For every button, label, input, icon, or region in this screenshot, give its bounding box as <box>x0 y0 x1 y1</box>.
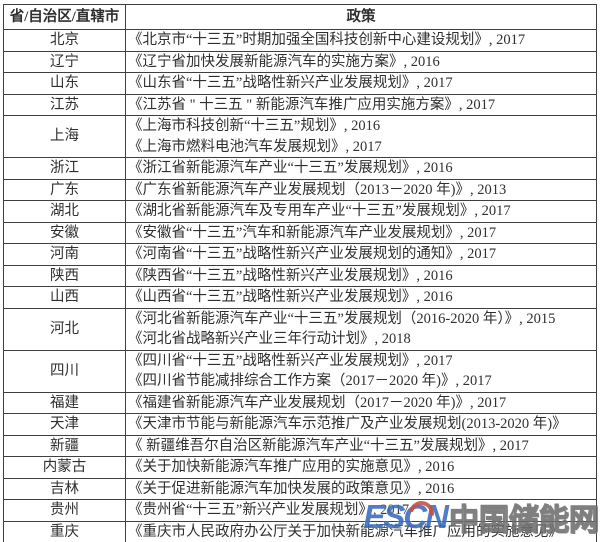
policy-line: 《江苏省 " 十三五 " 新能源汽车推广应用实施方案》, 2017 <box>128 96 496 113</box>
region-cell: 重庆 <box>3 520 126 542</box>
policy-cell: 《北京市“十三五”时期加强全国科技创新中心建设规划》, 2017 <box>125 29 597 52</box>
table-row: 福建 《福建省新能源汽车产业发展规划（2017－2020 年)》, 2017 <box>3 391 597 414</box>
region-cell: 山东 <box>3 72 126 95</box>
policy-line: 《广东省新能源汽车产业发展规划（2013－2020 年)》, 2013 <box>128 181 507 198</box>
region-cell: 山西 <box>3 286 126 309</box>
table-row: 重庆 《重庆市人民政府办公厅关于加快新能源汽车推广应用的实施意见》 <box>3 520 597 542</box>
table-row: 贵州 《贵州省“十三五”新兴产业发展规划》, 2017 <box>3 499 597 522</box>
table-row: 四川 《四川省“十三五”战略性新兴产业发展规划》, 2017 《四川省节能减排综合工… <box>3 349 597 393</box>
policy-line: 《四川省节能减排综合工作方案（2017－2020 年)》, 2017 <box>128 373 492 389</box>
table-row: 内蒙古 《关于加快新能源汽车推广应用的实施意见》, 2016 <box>3 456 597 479</box>
table-row: 吉林 《关于促进新能源汽车加快发展的政策意见》, 2016 <box>3 477 597 500</box>
policy-cell: 《福建省新能源汽车产业发展规划（2017－2020 年)》, 2017 <box>125 391 597 414</box>
policy-cell: 《河南省“十三五”战略性新兴产业发展规划的通知》, 2017 <box>125 243 597 266</box>
table-row: 陕西 《陕西省“十三五”战略性新兴产业发展规划》, 2016 <box>3 264 597 287</box>
region-cell: 河北 <box>3 307 126 351</box>
policy-cell: 《陕西省“十三五”战略性新兴产业发展规划》, 2016 <box>125 264 597 287</box>
policy-line: 《安徽省“十三五”汽车和新能源汽车产业发展规划》, 2017 <box>128 224 497 241</box>
region-cell: 福建 <box>3 391 126 414</box>
policy-line: 《山西省“十三五”战略性新兴产业发展规划》, 2016 <box>128 289 453 305</box>
policy-line: 《天津市节能与新能源汽车示范推广及产业发展规划(2013-2020 年)》 <box>128 416 567 432</box>
table-row: 浙江 《浙江省新能源汽车产业“十三五”发展规划》, 2016 <box>3 157 597 180</box>
table-row: 新疆《 新疆维吾尔自治区新能源汽车产业“十三五”发展规划》, 2017 <box>3 434 597 457</box>
region-cell: 河南 <box>3 243 126 266</box>
table-row: 安徽 《安徽省“十三五”汽车和新能源汽车产业发展规划》, 2017 <box>3 221 597 244</box>
policy-cell: 《 新疆维吾尔自治区新能源汽车产业“十三五”发展规划》, 2017 <box>125 434 597 457</box>
policy-cell: 《山西省“十三五”战略性新兴产业发展规划》, 2016 <box>125 286 597 309</box>
table-row: 北京 《北京市“十三五”时期加强全国科技创新中心建设规划》, 2017 <box>3 29 597 52</box>
policy-cell: 《贵州省“十三五”新兴产业发展规划》, 2017 <box>125 499 597 522</box>
policy-cell: 《上海市科技创新“十三五”规划》, 2016 《上海市燃料电池汽车发展规划》, 2… <box>125 115 597 158</box>
region-column-header: 省/自治区/直辖市 <box>3 4 126 30</box>
policy-cell: 《广东省新能源汽车产业发展规划（2013－2020 年)》, 2013 <box>125 178 597 201</box>
region-cell: 广东 <box>3 178 126 201</box>
policy-line: 《辽宁省加快发展新能源汽车的实施方案》, 2016 <box>128 53 440 70</box>
table-row: 上海 《上海市科技创新“十三五”规划》, 2016 《上海市燃料电池汽车发展规划》,… <box>3 115 597 158</box>
policy-line: 《 新疆维吾尔自治区新能源汽车产业“十三五”发展规划》, 2017 <box>128 437 529 454</box>
region-cell: 安徽 <box>3 221 126 244</box>
table-row: 河北 《河北省新能源汽车产业“十三五”发展规划（2016-2020 年）》, 20… <box>3 307 597 351</box>
region-cell: 四川 <box>3 349 126 393</box>
policy-line: 《福建省新能源汽车产业发展规划（2017－2020 年)》, 2017 <box>128 394 507 411</box>
policy-line: 《山东省“十三五”战略性新兴产业发展规划》, 2017 <box>128 75 453 91</box>
table-header-row: 省/自治区/直辖市 政策 <box>3 4 597 30</box>
region-cell: 湖北 <box>3 200 126 223</box>
policy-cell: 《关于加快新能源汽车推广应用的实施意见》, 2016 <box>125 456 597 479</box>
region-cell: 陕西 <box>3 264 126 287</box>
region-cell: 内蒙古 <box>3 456 126 479</box>
policy-cell: 《重庆市人民政府办公厅关于加快新能源汽车推广应用的实施意见》 <box>125 520 597 542</box>
policy-line: 《贵州省“十三五”新兴产业发展规划》, 2017 <box>128 502 410 518</box>
policy-cell: 《关于促进新能源汽车加快发展的政策意见》, 2016 <box>125 477 597 500</box>
policy-line: 《湖北省新能源汽车及专用车产业“十三五”发展规划》, 2017 <box>128 203 511 219</box>
policy-line: 《陕西省“十三五”战略性新兴产业发展规划》, 2016 <box>128 267 453 284</box>
policy-cell: 《山东省“十三五”战略性新兴产业发展规划》, 2017 <box>125 72 597 95</box>
policy-column-header: 政策 <box>125 4 597 30</box>
policy-cell: 《河北省新能源汽车产业“十三五”发展规划（2016-2020 年）》, 2015… <box>125 307 597 351</box>
policy-cell: 《湖北省新能源汽车及专用车产业“十三五”发展规划》, 2017 <box>125 200 597 223</box>
policy-cell: 《四川省“十三五”战略性新兴产业发展规划》, 2017 《四川省节能减排综合工作方… <box>125 349 597 393</box>
table-row: 湖北 《湖北省新能源汽车及专用车产业“十三五”发展规划》, 2017 <box>3 200 597 223</box>
policy-line: 《北京市“十三五”时期加强全国科技创新中心建设规划》, 2017 <box>128 32 526 48</box>
policy-line: 《关于促进新能源汽车加快发展的政策意见》, 2016 <box>128 480 455 497</box>
policy-line: 《四川省“十三五”战略性新兴产业发展规划》, 2017 <box>128 352 453 369</box>
region-cell: 天津 <box>3 413 126 436</box>
region-cell: 辽宁 <box>3 50 126 73</box>
policy-table-body: 北京 《北京市“十三五”时期加强全国科技创新中心建设规划》, 2017 辽宁 《辽宁省… <box>3 29 597 542</box>
region-cell: 新疆 <box>3 434 126 457</box>
table-row: 河南 《河南省“十三五”战略性新兴产业发展规划的通知》, 2017 <box>3 243 597 266</box>
region-cell: 上海 <box>3 115 126 158</box>
policy-line: 《上海市科技创新“十三五”规划》, 2016 <box>128 118 381 134</box>
policy-line: 《河北省战略新兴产业三年行动计划》, 2018 <box>128 331 411 347</box>
region-cell: 江苏 <box>3 93 126 116</box>
region-cell: 浙江 <box>3 157 126 180</box>
region-cell: 北京 <box>3 29 126 52</box>
table-row: 辽宁 《辽宁省加快发展新能源汽车的实施方案》, 2016 <box>3 50 597 73</box>
region-cell: 贵州 <box>3 499 126 522</box>
region-cell: 吉林 <box>3 477 126 500</box>
policy-cell: 《江苏省 " 十三五 " 新能源汽车推广应用实施方案》, 2017 <box>125 93 597 116</box>
policy-line: 《浙江省新能源汽车产业“十三五”发展规划》, 2016 <box>128 160 453 176</box>
policy-table: 省/自治区/直辖市 政策 北京 《北京市“十三五”时期加强全国科技创新中心建设规划… <box>3 4 597 542</box>
policy-line: 《重庆市人民政府办公厅关于加快新能源汽车推广应用的实施意见》 <box>128 523 563 540</box>
policy-line: 《上海市燃料电池汽车发展规划》, 2017 <box>128 138 382 155</box>
policy-line: 《河南省“十三五”战略性新兴产业发展规划的通知》, 2017 <box>128 246 497 262</box>
policy-cell: 《天津市节能与新能源汽车示范推广及产业发展规划(2013-2020 年)》 <box>125 413 597 436</box>
table-row: 山西 《山西省“十三五”战略性新兴产业发展规划》, 2016 <box>3 286 597 309</box>
table-row: 江苏 《江苏省 " 十三五 " 新能源汽车推广应用实施方案》, 2017 <box>3 93 597 116</box>
table-row: 山东 《山东省“十三五”战略性新兴产业发展规划》, 2017 <box>3 72 597 95</box>
table-row: 广东 《广东省新能源汽车产业发展规划（2013－2020 年)》, 2013 <box>3 178 597 201</box>
table-row: 天津 《天津市节能与新能源汽车示范推广及产业发展规划(2013-2020 年)》 <box>3 413 597 436</box>
policy-line: 《关于加快新能源汽车推广应用的实施意见》, 2016 <box>128 459 455 475</box>
policy-line: 《河北省新能源汽车产业“十三五”发展规划（2016-2020 年）》, 2015 <box>128 310 556 327</box>
policy-cell: 《安徽省“十三五”汽车和新能源汽车产业发展规划》, 2017 <box>125 221 597 244</box>
policy-cell: 《辽宁省加快发展新能源汽车的实施方案》, 2016 <box>125 50 597 73</box>
policy-cell: 《浙江省新能源汽车产业“十三五”发展规划》, 2016 <box>125 157 597 180</box>
